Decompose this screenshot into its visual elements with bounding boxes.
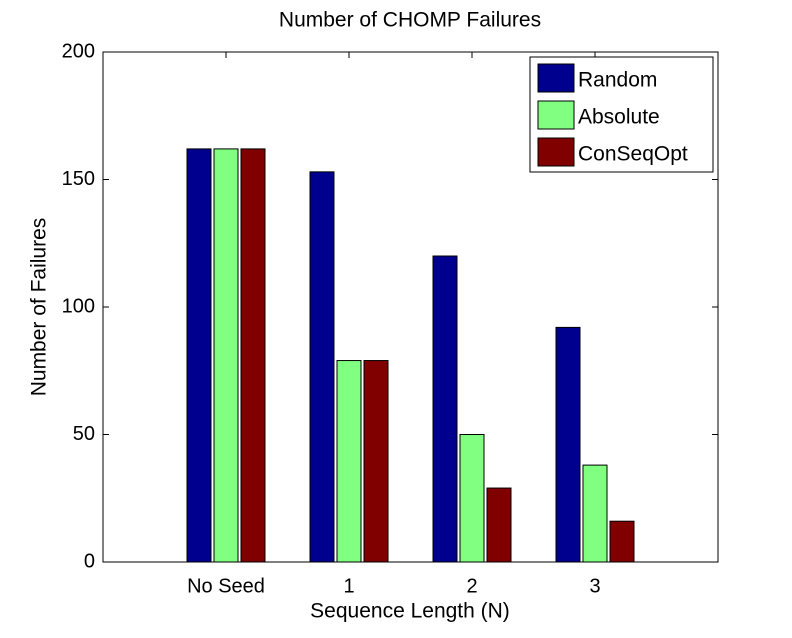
bar [582, 464, 608, 563]
legend-label: ConSeqOpt [578, 143, 688, 166]
bar [213, 148, 239, 563]
legend-label: Absolute [578, 106, 660, 129]
y-axis-label: Number of Failures [28, 218, 51, 397]
chart-title: Number of CHOMP Failures [279, 9, 541, 32]
y-tick-label: 150 [62, 168, 95, 190]
bar [609, 520, 635, 563]
bar [432, 255, 458, 563]
x-tick-label: No Seed [187, 575, 265, 597]
legend-label: Random [578, 69, 657, 92]
x-tick-label: 3 [589, 575, 600, 597]
bar [486, 487, 512, 563]
bar [240, 148, 266, 563]
bar [309, 171, 335, 563]
x-axis-label: Sequence Length (N) [310, 600, 510, 623]
x-tick-label: 2 [466, 575, 477, 597]
bar [186, 148, 212, 563]
y-tick-label: 200 [62, 40, 95, 62]
legend-swatch [537, 100, 575, 130]
legend-swatch [537, 63, 575, 93]
legend-swatch [537, 137, 575, 167]
x-tick-label: 1 [343, 575, 354, 597]
y-tick-label: 100 [62, 295, 95, 317]
y-tick-label: 50 [73, 423, 95, 445]
y-tick-label: 0 [84, 550, 95, 572]
bar [336, 360, 362, 563]
bar [459, 434, 485, 563]
bar [363, 360, 389, 563]
bar [555, 326, 581, 563]
